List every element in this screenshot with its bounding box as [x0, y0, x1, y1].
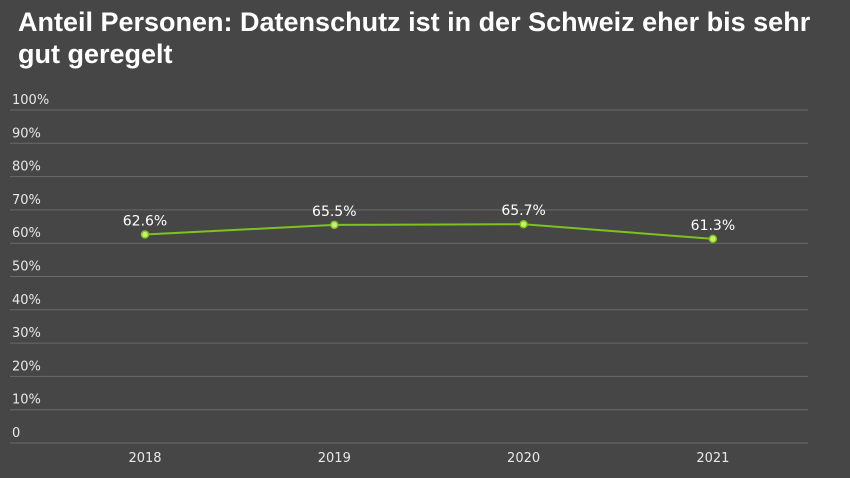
y-axis-ticks: 0 10% 20% 30% 40% 50% 60% 70% 80% 90% 100% — [12, 93, 49, 441]
chart-title: Anteil Personen: Datenschutz ist in der … — [18, 7, 811, 69]
series-line — [144, 223, 713, 240]
x-tick-label: 2021 — [696, 451, 729, 466]
y-tick-label: 70% — [12, 193, 41, 208]
grid-lines — [10, 109, 808, 444]
data-label: 65.7% — [501, 203, 545, 219]
y-tick-label: 0 — [12, 426, 20, 441]
y-tick-label: 60% — [12, 226, 41, 241]
x-tick-label: 2018 — [128, 451, 161, 466]
y-tick-label: 10% — [12, 393, 41, 408]
y-tick-label: 20% — [12, 359, 41, 374]
data-point — [519, 219, 528, 229]
y-tick-label: 100% — [12, 93, 49, 108]
data-labels: 62.6% 65.5% 65.7% 61.3% — [123, 203, 735, 234]
data-label: 62.6% — [123, 214, 167, 230]
data-label: 61.3% — [691, 218, 735, 234]
y-tick-label: 50% — [12, 260, 41, 275]
x-axis-ticks: 2018 2019 2020 2021 — [128, 451, 729, 466]
data-label: 65.5% — [312, 204, 356, 220]
y-tick-label: 80% — [12, 160, 41, 175]
data-point — [708, 234, 718, 244]
y-tick-label: 30% — [12, 326, 41, 341]
data-points — [140, 219, 718, 244]
y-tick-label: 40% — [12, 293, 41, 308]
data-point — [140, 230, 150, 239]
x-tick-label: 2019 — [318, 451, 351, 466]
data-point — [330, 220, 339, 230]
series-line-group — [144, 223, 713, 240]
x-tick-label: 2020 — [507, 451, 540, 466]
y-tick-label: 90% — [12, 126, 41, 141]
